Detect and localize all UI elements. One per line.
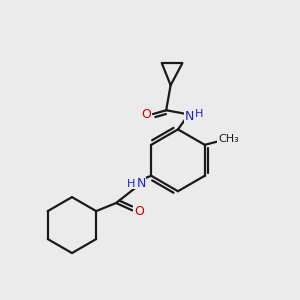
Text: N: N <box>136 177 146 190</box>
Text: O: O <box>134 205 144 218</box>
Text: CH₃: CH₃ <box>218 134 239 144</box>
Text: O: O <box>142 108 152 121</box>
Text: H: H <box>195 109 203 119</box>
Text: N: N <box>185 110 194 123</box>
Text: H: H <box>127 179 136 189</box>
